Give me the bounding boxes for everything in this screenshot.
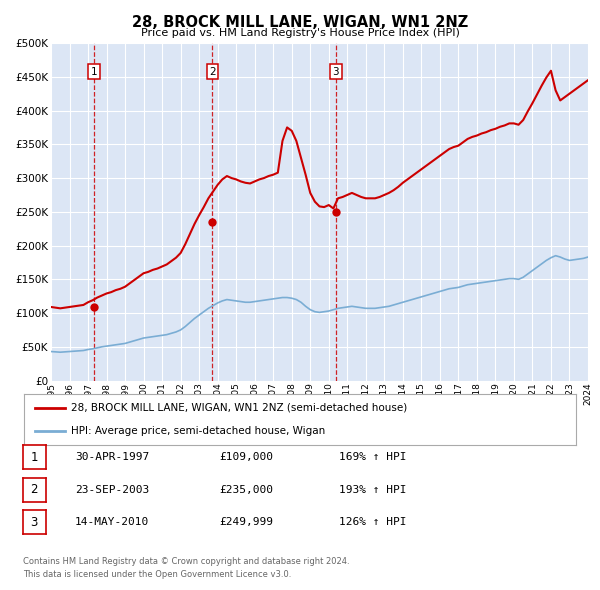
Text: 30-APR-1997: 30-APR-1997: [75, 453, 149, 462]
Text: 126% ↑ HPI: 126% ↑ HPI: [339, 517, 407, 527]
Text: £249,999: £249,999: [219, 517, 273, 527]
Text: 14-MAY-2010: 14-MAY-2010: [75, 517, 149, 527]
Text: 1: 1: [91, 67, 97, 77]
Text: 28, BROCK MILL LANE, WIGAN, WN1 2NZ (semi-detached house): 28, BROCK MILL LANE, WIGAN, WN1 2NZ (sem…: [71, 402, 407, 412]
Text: 169% ↑ HPI: 169% ↑ HPI: [339, 453, 407, 462]
Text: 28, BROCK MILL LANE, WIGAN, WN1 2NZ: 28, BROCK MILL LANE, WIGAN, WN1 2NZ: [132, 15, 468, 30]
Text: 2: 2: [31, 483, 38, 496]
Text: Price paid vs. HM Land Registry's House Price Index (HPI): Price paid vs. HM Land Registry's House …: [140, 28, 460, 38]
Text: £235,000: £235,000: [219, 485, 273, 494]
Text: 3: 3: [31, 516, 38, 529]
Text: HPI: Average price, semi-detached house, Wigan: HPI: Average price, semi-detached house,…: [71, 427, 325, 437]
Text: Contains HM Land Registry data © Crown copyright and database right 2024.: Contains HM Land Registry data © Crown c…: [23, 558, 349, 566]
Text: 1: 1: [31, 451, 38, 464]
Text: 2: 2: [209, 67, 216, 77]
Text: 193% ↑ HPI: 193% ↑ HPI: [339, 485, 407, 494]
Text: 3: 3: [332, 67, 339, 77]
Text: This data is licensed under the Open Government Licence v3.0.: This data is licensed under the Open Gov…: [23, 571, 291, 579]
Text: £109,000: £109,000: [219, 453, 273, 462]
Text: 23-SEP-2003: 23-SEP-2003: [75, 485, 149, 494]
